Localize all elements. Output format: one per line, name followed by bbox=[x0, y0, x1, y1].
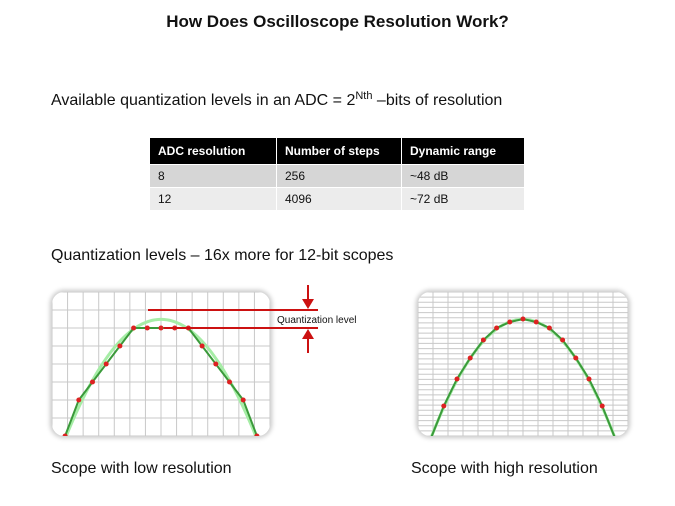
page-title: How Does Oscilloscope Resolution Work? bbox=[166, 12, 509, 31]
header-number-of-steps: Number of steps bbox=[276, 138, 402, 165]
quantization-formula: Available quantization levels in an ADC … bbox=[51, 90, 502, 110]
cell-adc-resolution: 12 bbox=[150, 187, 277, 210]
sample-point bbox=[144, 325, 150, 331]
formula-superscript: Nth bbox=[355, 90, 373, 102]
header-adc-resolution: ADC resolution bbox=[150, 138, 277, 165]
arrow-up-icon bbox=[302, 329, 314, 339]
table-row: 12 4096 ~72 dB bbox=[150, 187, 524, 210]
low-resolution-waveform bbox=[52, 292, 270, 436]
low-resolution-scope bbox=[52, 292, 270, 436]
sample-point bbox=[533, 319, 539, 325]
sample-point bbox=[131, 325, 137, 331]
sample-point bbox=[494, 325, 500, 331]
table-header-row: ADC resolution Number of steps Dynamic r… bbox=[150, 138, 524, 165]
sample-point bbox=[599, 403, 605, 409]
sample-point bbox=[213, 361, 219, 367]
high-resolution-caption: Scope with high resolution bbox=[411, 460, 598, 477]
annotation-label: Quantization level bbox=[277, 315, 357, 326]
sample-point bbox=[560, 337, 566, 343]
sample-point bbox=[254, 433, 260, 436]
cell-number-of-steps: 4096 bbox=[276, 187, 402, 210]
cell-adc-resolution: 8 bbox=[150, 164, 277, 188]
sample-point bbox=[227, 379, 233, 385]
cell-number-of-steps: 256 bbox=[276, 164, 402, 188]
sample-point bbox=[199, 343, 205, 349]
sample-point bbox=[62, 433, 68, 436]
sample-point bbox=[546, 325, 552, 331]
sample-point bbox=[240, 397, 246, 403]
sample-point bbox=[158, 325, 164, 331]
adc-resolution-table: ADC resolution Number of steps Dynamic r… bbox=[150, 138, 524, 210]
sample-point bbox=[103, 361, 109, 367]
sample-point bbox=[441, 403, 447, 409]
sample-point bbox=[117, 343, 123, 349]
sample-point bbox=[454, 376, 460, 382]
low-resolution-caption: Scope with low resolution bbox=[51, 460, 232, 477]
quantization-level-annotation: Quantization level bbox=[148, 285, 367, 353]
sample-point bbox=[586, 376, 592, 382]
header-dynamic-range: Dynamic range bbox=[401, 138, 524, 165]
high-resolution-scope bbox=[418, 292, 628, 436]
sample-point bbox=[520, 316, 526, 322]
quantization-levels-text: Quantization levels – 16x more for 12-bi… bbox=[51, 247, 394, 264]
sample-point bbox=[573, 355, 579, 361]
table-row: 8 256 ~48 dB bbox=[150, 164, 524, 188]
high-resolution-waveform bbox=[418, 292, 628, 436]
sample-point bbox=[89, 379, 95, 385]
arrow-down-icon bbox=[302, 299, 314, 309]
sample-point bbox=[507, 319, 513, 325]
cell-dynamic-range: ~48 dB bbox=[401, 164, 524, 188]
cell-dynamic-range: ~72 dB bbox=[401, 187, 524, 210]
sample-point bbox=[480, 337, 486, 343]
sample-point bbox=[76, 397, 82, 403]
formula-prefix: Available quantization levels in an ADC … bbox=[51, 92, 356, 109]
formula-suffix: –bits of resolution bbox=[372, 92, 503, 109]
sample-point bbox=[467, 355, 473, 361]
annotation-label-bg bbox=[275, 312, 367, 326]
